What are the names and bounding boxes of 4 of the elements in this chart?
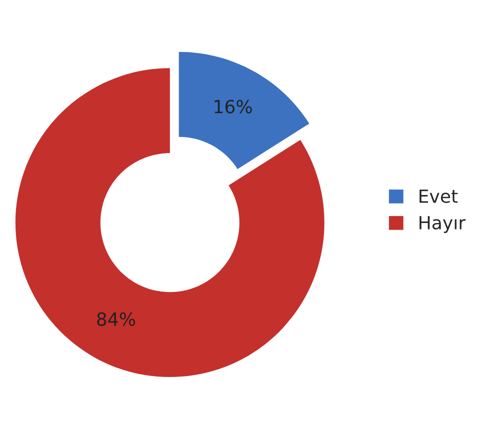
data-label: 16% (214, 100, 252, 114)
legend-label: Evet (420, 190, 458, 203)
data-label: 84% (97, 312, 136, 326)
legend-label: Hayır (420, 216, 466, 233)
